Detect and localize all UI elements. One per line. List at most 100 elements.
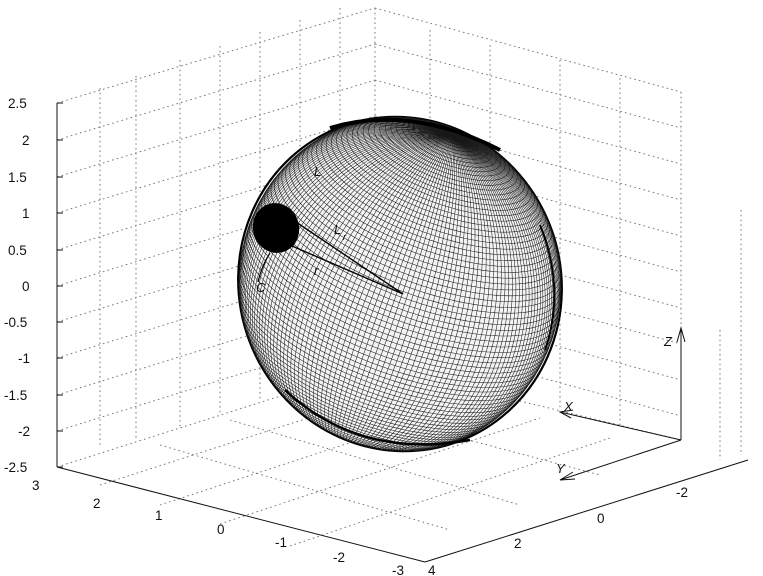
mesh-longitude-line bbox=[364, 135, 463, 449]
mesh-longitude-line bbox=[279, 135, 452, 421]
mesh-longitude-line bbox=[451, 135, 552, 422]
mesh-longitude-line bbox=[374, 135, 476, 451]
x-tick: 1 bbox=[155, 508, 163, 523]
x-tick: -1 bbox=[275, 535, 287, 550]
cap-region bbox=[252, 203, 300, 253]
y-tick: 4 bbox=[428, 563, 436, 576]
mesh-longitude-line bbox=[362, 135, 460, 448]
mesh-longitude-line bbox=[366, 135, 466, 449]
x-tick: 3 bbox=[32, 478, 40, 493]
z-axis-ticks: 2.5 2 1.5 1 0.5 0 -0.5 -1 -1.5 -2 -2.5 bbox=[4, 96, 30, 475]
mesh-longitude-line bbox=[327, 135, 452, 438]
mesh-longitude-line bbox=[286, 135, 452, 425]
y-axis-ticks: 4 2 0 -2 bbox=[428, 485, 688, 576]
z-tick: 0.5 bbox=[8, 243, 27, 258]
axis-lines bbox=[56, 102, 749, 563]
mesh-longitude-line bbox=[354, 135, 453, 446]
mesh-longitude-line bbox=[243, 131, 452, 364]
mesh-longitude-line bbox=[378, 135, 483, 452]
local-frame bbox=[558, 326, 686, 481]
mesh-longitude-line bbox=[350, 135, 452, 445]
mesh-longitude-line bbox=[297, 135, 452, 429]
z-tick: -1.5 bbox=[4, 388, 27, 403]
mesh-longitude-line bbox=[240, 130, 452, 339]
label-y: Y bbox=[556, 461, 566, 476]
mesh-longitude-line bbox=[239, 128, 452, 314]
mesh-longitude-line bbox=[451, 135, 561, 324]
mesh-longitude-line bbox=[344, 135, 452, 442]
mesh-longitude-line bbox=[442, 135, 539, 447]
mesh-longitude-line bbox=[276, 135, 452, 420]
mesh-longitude-line bbox=[283, 135, 452, 422]
annotations: L L r r C X Y Z bbox=[256, 164, 673, 476]
x-tick: 0 bbox=[217, 522, 225, 537]
mesh-longitude-line bbox=[451, 135, 558, 381]
mesh-longitude-line bbox=[334, 135, 452, 439]
mesh-longitude-line bbox=[270, 135, 452, 415]
mesh-longitude-line bbox=[346, 135, 452, 443]
z-tick: 2.5 bbox=[8, 96, 27, 111]
mesh-longitude-line bbox=[240, 126, 452, 258]
mesh-longitude-line bbox=[448, 135, 541, 445]
mesh-longitude-line bbox=[434, 135, 533, 449]
y-tick: -2 bbox=[676, 485, 688, 500]
cap-curve-c bbox=[257, 252, 271, 283]
mesh-longitude-line bbox=[290, 135, 452, 427]
mesh-longitude-line bbox=[413, 135, 520, 452]
mesh-longitude-line bbox=[389, 135, 498, 452]
mesh-longitude-line bbox=[309, 135, 452, 433]
x-tick: -2 bbox=[333, 550, 345, 565]
mesh-longitude-line bbox=[451, 135, 560, 354]
vector-lr bbox=[295, 221, 404, 295]
mesh-longitude-line bbox=[415, 135, 523, 452]
z-tick: -2 bbox=[18, 424, 30, 439]
mesh-longitude-line bbox=[238, 127, 452, 289]
mesh-longitude-line bbox=[451, 135, 557, 396]
mesh-longitude-line bbox=[451, 135, 544, 441]
mesh-longitude-line bbox=[244, 125, 452, 239]
mesh-longitude-line bbox=[242, 131, 452, 358]
mesh-longitude-line bbox=[380, 135, 487, 452]
mesh-longitude-line bbox=[451, 135, 562, 306]
z-tick: 2 bbox=[22, 133, 30, 148]
mesh-longitude-line bbox=[337, 135, 452, 440]
label-z: Z bbox=[663, 334, 673, 349]
mesh-longitude-line bbox=[356, 135, 454, 447]
mesh-longitude-line bbox=[282, 122, 452, 169]
mesh-longitude-line bbox=[451, 135, 554, 414]
mesh-longitude-line bbox=[305, 135, 452, 432]
mesh-longitude-line bbox=[451, 135, 550, 429]
mesh-longitude-line bbox=[244, 132, 452, 374]
mesh-longitude-line bbox=[241, 130, 452, 351]
y-tick: 0 bbox=[597, 511, 605, 526]
z-tick: 1.5 bbox=[8, 170, 27, 185]
x-tick: -3 bbox=[392, 563, 404, 576]
mesh-longitude-line bbox=[399, 135, 510, 453]
x-axis-ticks: 3 2 1 0 -1 -2 -3 bbox=[32, 478, 404, 576]
light-cap bbox=[252, 203, 404, 295]
mesh-longitude-line bbox=[264, 123, 452, 194]
mesh-longitude-line bbox=[267, 135, 452, 414]
mesh-longitude-line bbox=[435, 135, 536, 448]
vector-r bbox=[291, 245, 404, 295]
mesh-longitude-line bbox=[385, 135, 491, 452]
mesh-longitude-line bbox=[368, 135, 469, 450]
mesh-longitude-line bbox=[451, 135, 562, 293]
mesh-longitude-line bbox=[348, 135, 452, 444]
z-tick: 0 bbox=[22, 279, 30, 294]
mesh-longitude-line bbox=[451, 135, 559, 371]
label-r: r bbox=[314, 263, 319, 278]
mesh-longitude-line bbox=[427, 135, 530, 450]
mesh-longitude-line bbox=[271, 122, 452, 183]
mesh-longitude-line bbox=[316, 135, 452, 435]
mesh-longitude-line bbox=[340, 135, 452, 441]
mesh-longitude-line bbox=[239, 129, 452, 327]
mesh-longitude-line bbox=[376, 135, 479, 451]
mesh-longitude-line bbox=[248, 124, 452, 227]
mesh-longitude-line bbox=[301, 135, 452, 430]
label-l: L bbox=[314, 164, 321, 179]
mesh-longitude-line bbox=[294, 135, 452, 428]
mesh-longitude-line bbox=[451, 135, 561, 275]
sphere-mesh bbox=[237, 115, 563, 453]
